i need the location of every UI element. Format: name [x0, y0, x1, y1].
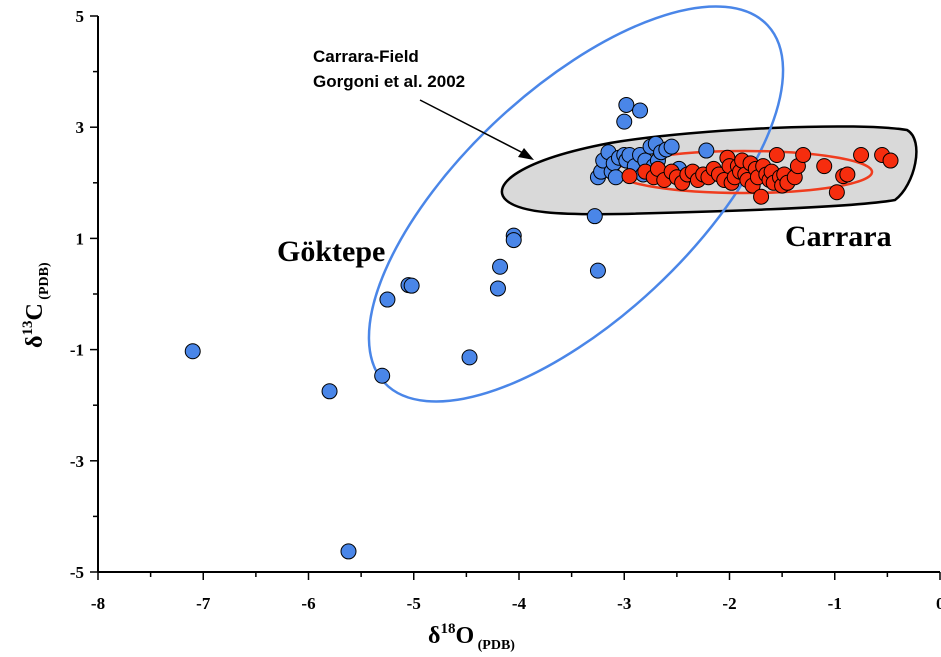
goktepe-point: [616, 113, 633, 130]
x-axis-title-main: O: [455, 623, 474, 649]
carrara-point: [621, 168, 638, 185]
carrara-point: [795, 147, 812, 163]
carrara-point: [753, 188, 770, 205]
x-axis-title: δ18O (PDB): [428, 621, 515, 653]
x-tick-label: -7: [196, 594, 211, 613]
y-axis-title: δ13C (PDB): [20, 262, 52, 348]
y-tick-label: 1: [76, 229, 85, 248]
goktepe-field-ellipse: [367, 5, 785, 403]
x-axis-title-sub: (PDB): [474, 638, 515, 653]
x-axis-title-sup: 18: [440, 621, 455, 637]
goktepe-point: [184, 343, 201, 360]
goktepe-point: [379, 291, 396, 308]
carrara-point: [839, 166, 856, 183]
x-tick-label: 0: [936, 594, 941, 613]
goktepe-point: [403, 277, 420, 294]
carrara-label: Carrara: [785, 220, 892, 253]
goktepe-point: [492, 258, 509, 275]
x-tick-label: -2: [722, 594, 736, 613]
x-axis-title-delta: δ: [428, 623, 440, 649]
y-tick-label: -5: [70, 563, 84, 582]
x-tick-label: -1: [828, 594, 842, 613]
y-tick-label: -3: [70, 452, 84, 471]
y-tick-label: -1: [70, 341, 84, 360]
y-tick-labels: 5 3 1 -1 -3 -5: [70, 7, 84, 582]
carrara-point: [882, 152, 899, 169]
annotation-line-2: Gorgoni et al. 2002: [313, 72, 465, 91]
x-tick-label: -3: [617, 594, 631, 613]
carrara-point: [853, 147, 870, 163]
goktepe-point: [461, 349, 478, 366]
x-tick-label: -6: [301, 594, 315, 613]
goktepe-point: [618, 96, 635, 113]
goktepe-point: [340, 543, 357, 560]
y-axis-title-delta: δ: [22, 336, 48, 348]
annotation-line-1: Carrara-Field: [313, 47, 419, 66]
y-axis-title-sup: 13: [20, 321, 36, 336]
annotation-arrow-line: [419, 99, 528, 156]
carrara-point: [768, 147, 785, 163]
y-axis-title-main: C: [22, 303, 48, 320]
goktepe-point: [586, 208, 603, 225]
goktepe-point: [505, 232, 522, 249]
annotation-arrowhead: [518, 148, 534, 160]
axis-ticks: [90, 15, 941, 580]
carrara-point: [816, 158, 833, 175]
goktepe-point: [663, 138, 680, 155]
goktepe-points: [184, 96, 715, 560]
goktepe-point: [698, 142, 715, 159]
goktepe-point: [589, 262, 606, 279]
y-tick-label: 3: [76, 118, 85, 137]
carrara-points: [621, 147, 899, 205]
y-tick-label: 5: [76, 7, 85, 26]
y-axis-title-sub: (PDB): [37, 262, 52, 303]
carrara-point: [828, 184, 845, 201]
goktepe-point: [374, 367, 391, 384]
goktepe-point: [321, 383, 338, 400]
x-tick-label: -8: [91, 594, 105, 613]
goktepe-point: [489, 280, 506, 297]
goktepe-point: [632, 102, 649, 119]
x-tick-label: -4: [512, 594, 527, 613]
x-tick-labels: -8 -7 -6 -5 -4 -3 -2 -1 0: [91, 594, 941, 613]
goktepe-point: [607, 169, 624, 186]
goktepe-label: Göktepe: [277, 235, 385, 268]
x-tick-label: -5: [407, 594, 421, 613]
